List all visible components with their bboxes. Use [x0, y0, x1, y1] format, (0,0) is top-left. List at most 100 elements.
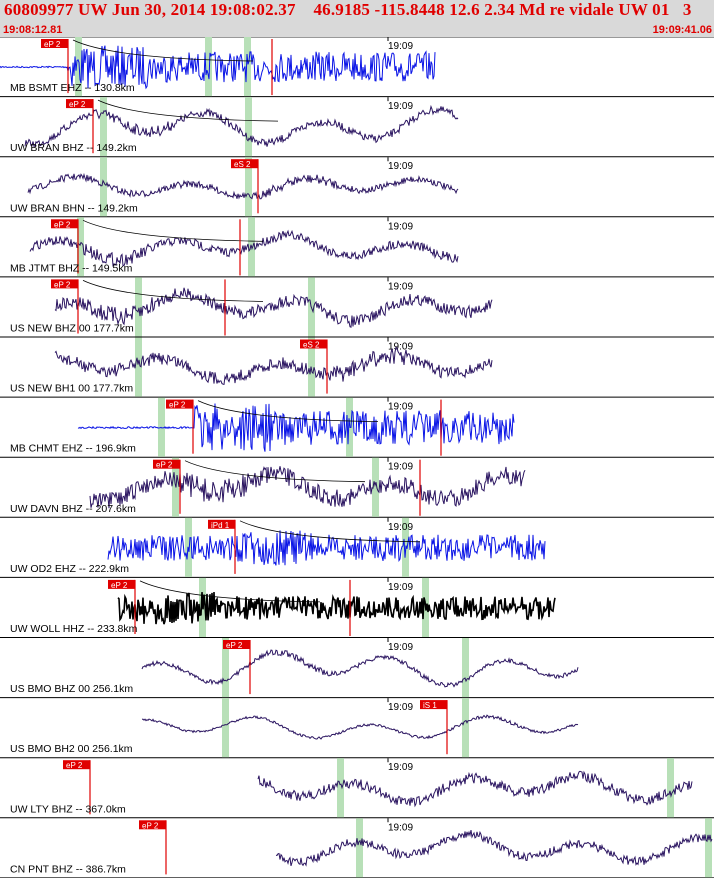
- trace-row[interactable]: 19:09 iS 1 US BMO BH2 00 256.1km: [0, 698, 714, 759]
- waveform: [257, 770, 693, 808]
- trace-row[interactable]: 19:09 eP 2 MB CHMT EHZ -- 196.9km: [0, 397, 714, 458]
- station-label: US NEW BHZ 00 177.7km: [10, 323, 134, 335]
- time-tick-label: 19:09: [388, 762, 413, 773]
- trace-row[interactable]: 19:09 eP 2 US BMO BHZ 00 256.1km: [0, 638, 714, 699]
- phase-window: [222, 638, 229, 698]
- phase-window: [135, 277, 142, 337]
- pick-flag[interactable]: [420, 700, 447, 710]
- pick-flag[interactable]: [108, 579, 135, 589]
- time-tick-label: 19:09: [388, 101, 413, 112]
- trace-row[interactable]: 19:09 eS 2 UW BRAN BHN -- 149.2km: [0, 157, 714, 218]
- pick-label: eP 2: [169, 401, 186, 410]
- time-tick-label: 19:09: [388, 342, 413, 353]
- waveform: [0, 45, 436, 90]
- time-tick-label: 19:09: [388, 822, 413, 833]
- trace-row[interactable]: 19:09 eP 2 UW DAVN BHZ -- 207.6km: [0, 457, 714, 518]
- station-label: US BMO BH2 00 256.1km: [10, 743, 133, 755]
- event-header: 60809977 UW Jun 30, 2014 19:08:02.37 46.…: [0, 0, 714, 38]
- station-label: UW BRAN BHN -- 149.2km: [10, 202, 138, 214]
- pick-flag[interactable]: [51, 279, 78, 289]
- phase-window: [75, 37, 82, 97]
- phase-window: [222, 698, 229, 758]
- pick-label: eP 2: [111, 581, 128, 590]
- waveform: [54, 287, 493, 328]
- phase-window: [245, 157, 252, 217]
- time-tick-label: 19:09: [388, 702, 413, 713]
- pick-flag[interactable]: [63, 760, 90, 770]
- trace-row[interactable]: 19:09 eP 2 UW WOLL HHZ -- 233.8km: [0, 577, 714, 638]
- pick-flag[interactable]: [51, 219, 78, 229]
- time-tick-label: 19:09: [388, 221, 413, 232]
- trace-row[interactable]: 19:09 eP 2 UW LTY BHZ -- 367.0km: [0, 758, 714, 819]
- trace-row[interactable]: 19:09 eP 2 MB JTMT BHZ -- 149.5km: [0, 217, 714, 278]
- trace-row[interactable]: 19:09 eS 2 US NEW BH1 00 177.7km: [0, 337, 714, 398]
- station-label: US NEW BH1 00 177.7km: [10, 383, 133, 395]
- time-tick-label: 19:09: [388, 642, 413, 653]
- phase-window: [356, 818, 363, 878]
- time-tick-label: 19:09: [388, 582, 413, 593]
- trace-row[interactable]: 19:09 eP 2 US NEW BHZ 00 177.7km: [0, 277, 714, 338]
- pick-label: eS 2: [234, 160, 251, 169]
- time-tick-label: 19:09: [388, 462, 413, 473]
- station-label: UW BRAN BHZ -- 149.2km: [10, 142, 137, 154]
- phase-window: [245, 97, 252, 157]
- event-title: 60809977 UW Jun 30, 2014 19:08:02.37 46.…: [4, 0, 692, 19]
- station-label: MB BSMT EHZ -- 130.8km: [10, 82, 135, 94]
- phase-window: [100, 97, 107, 157]
- time-tick-label: 19:09: [388, 522, 413, 533]
- pick-flag[interactable]: [139, 820, 166, 830]
- time-tick-label: 19:09: [388, 161, 413, 172]
- coda-curve: [239, 520, 421, 543]
- station-label: MB CHMT EHZ -- 196.9km: [10, 443, 136, 455]
- pick-label: iPd 1: [211, 521, 230, 530]
- phase-window: [100, 157, 107, 217]
- station-label: UW OD2 EHZ -- 222.9km: [10, 563, 129, 575]
- phase-window: [462, 698, 469, 758]
- waveform: [107, 530, 546, 566]
- pick-flag[interactable]: [208, 519, 235, 529]
- phase-window: [337, 758, 344, 818]
- waveform: [275, 830, 713, 867]
- pick-label: eS 2: [303, 341, 320, 350]
- waveform: [77, 403, 515, 452]
- time-tick-label: 19:09: [388, 402, 413, 413]
- phase-window: [462, 638, 469, 698]
- window-end-time: 19:09:41.06: [652, 24, 712, 36]
- phase-window: [135, 337, 142, 397]
- window-start-time: 19:08:12.81: [3, 24, 63, 36]
- coda-curve: [72, 39, 254, 62]
- time-tick-label: 19:09: [388, 41, 413, 52]
- pick-flag[interactable]: [153, 459, 180, 469]
- pick-label: eP 2: [54, 220, 71, 229]
- station-label: MB JTMT BHZ -- 149.5km: [10, 262, 133, 274]
- waveform: [89, 466, 526, 509]
- station-label: US BMO BHZ 00 256.1km: [10, 683, 133, 695]
- waveform: [141, 649, 579, 688]
- pick-flag[interactable]: [66, 99, 93, 109]
- pick-flag[interactable]: [300, 339, 327, 349]
- trace-row[interactable]: 19:09 eP 2 MB BSMT EHZ -- 130.8km: [0, 37, 714, 98]
- pick-label: eP 2: [69, 100, 86, 109]
- pick-flag[interactable]: [41, 39, 68, 48]
- trace-row[interactable]: 19:09 iPd 1 UW OD2 EHZ -- 222.9km: [0, 517, 714, 578]
- station-label: UW WOLL HHZ -- 233.8km: [10, 623, 138, 635]
- pick-flag[interactable]: [231, 159, 258, 169]
- trace-row[interactable]: 19:09 eP 2 UW BRAN BHZ -- 149.2km: [0, 97, 714, 158]
- coda-curve: [82, 280, 264, 302]
- pick-label: eP 2: [142, 821, 159, 830]
- waveform: [117, 591, 556, 625]
- pick-label: eP 2: [66, 761, 83, 770]
- pick-flag[interactable]: [166, 399, 193, 409]
- waveform: [29, 229, 459, 268]
- seismogram-panel[interactable]: 19:09 eP 2 MB BSMT EHZ -- 130.8km 19:09 eP 2…: [0, 37, 714, 878]
- phase-window: [667, 758, 674, 818]
- trace-row[interactable]: 19:09 eP 2 CN PNT BHZ -- 386.7km: [0, 818, 714, 878]
- phase-window: [77, 217, 84, 277]
- pick-label: eP 2: [226, 641, 243, 650]
- phase-window: [372, 457, 379, 517]
- pick-label: iS 1: [423, 701, 437, 710]
- station-label: UW LTY BHZ -- 367.0km: [10, 803, 126, 815]
- pick-flag[interactable]: [223, 640, 250, 649]
- station-label: UW DAVN BHZ -- 207.6km: [10, 503, 136, 515]
- coda-curve: [82, 219, 264, 242]
